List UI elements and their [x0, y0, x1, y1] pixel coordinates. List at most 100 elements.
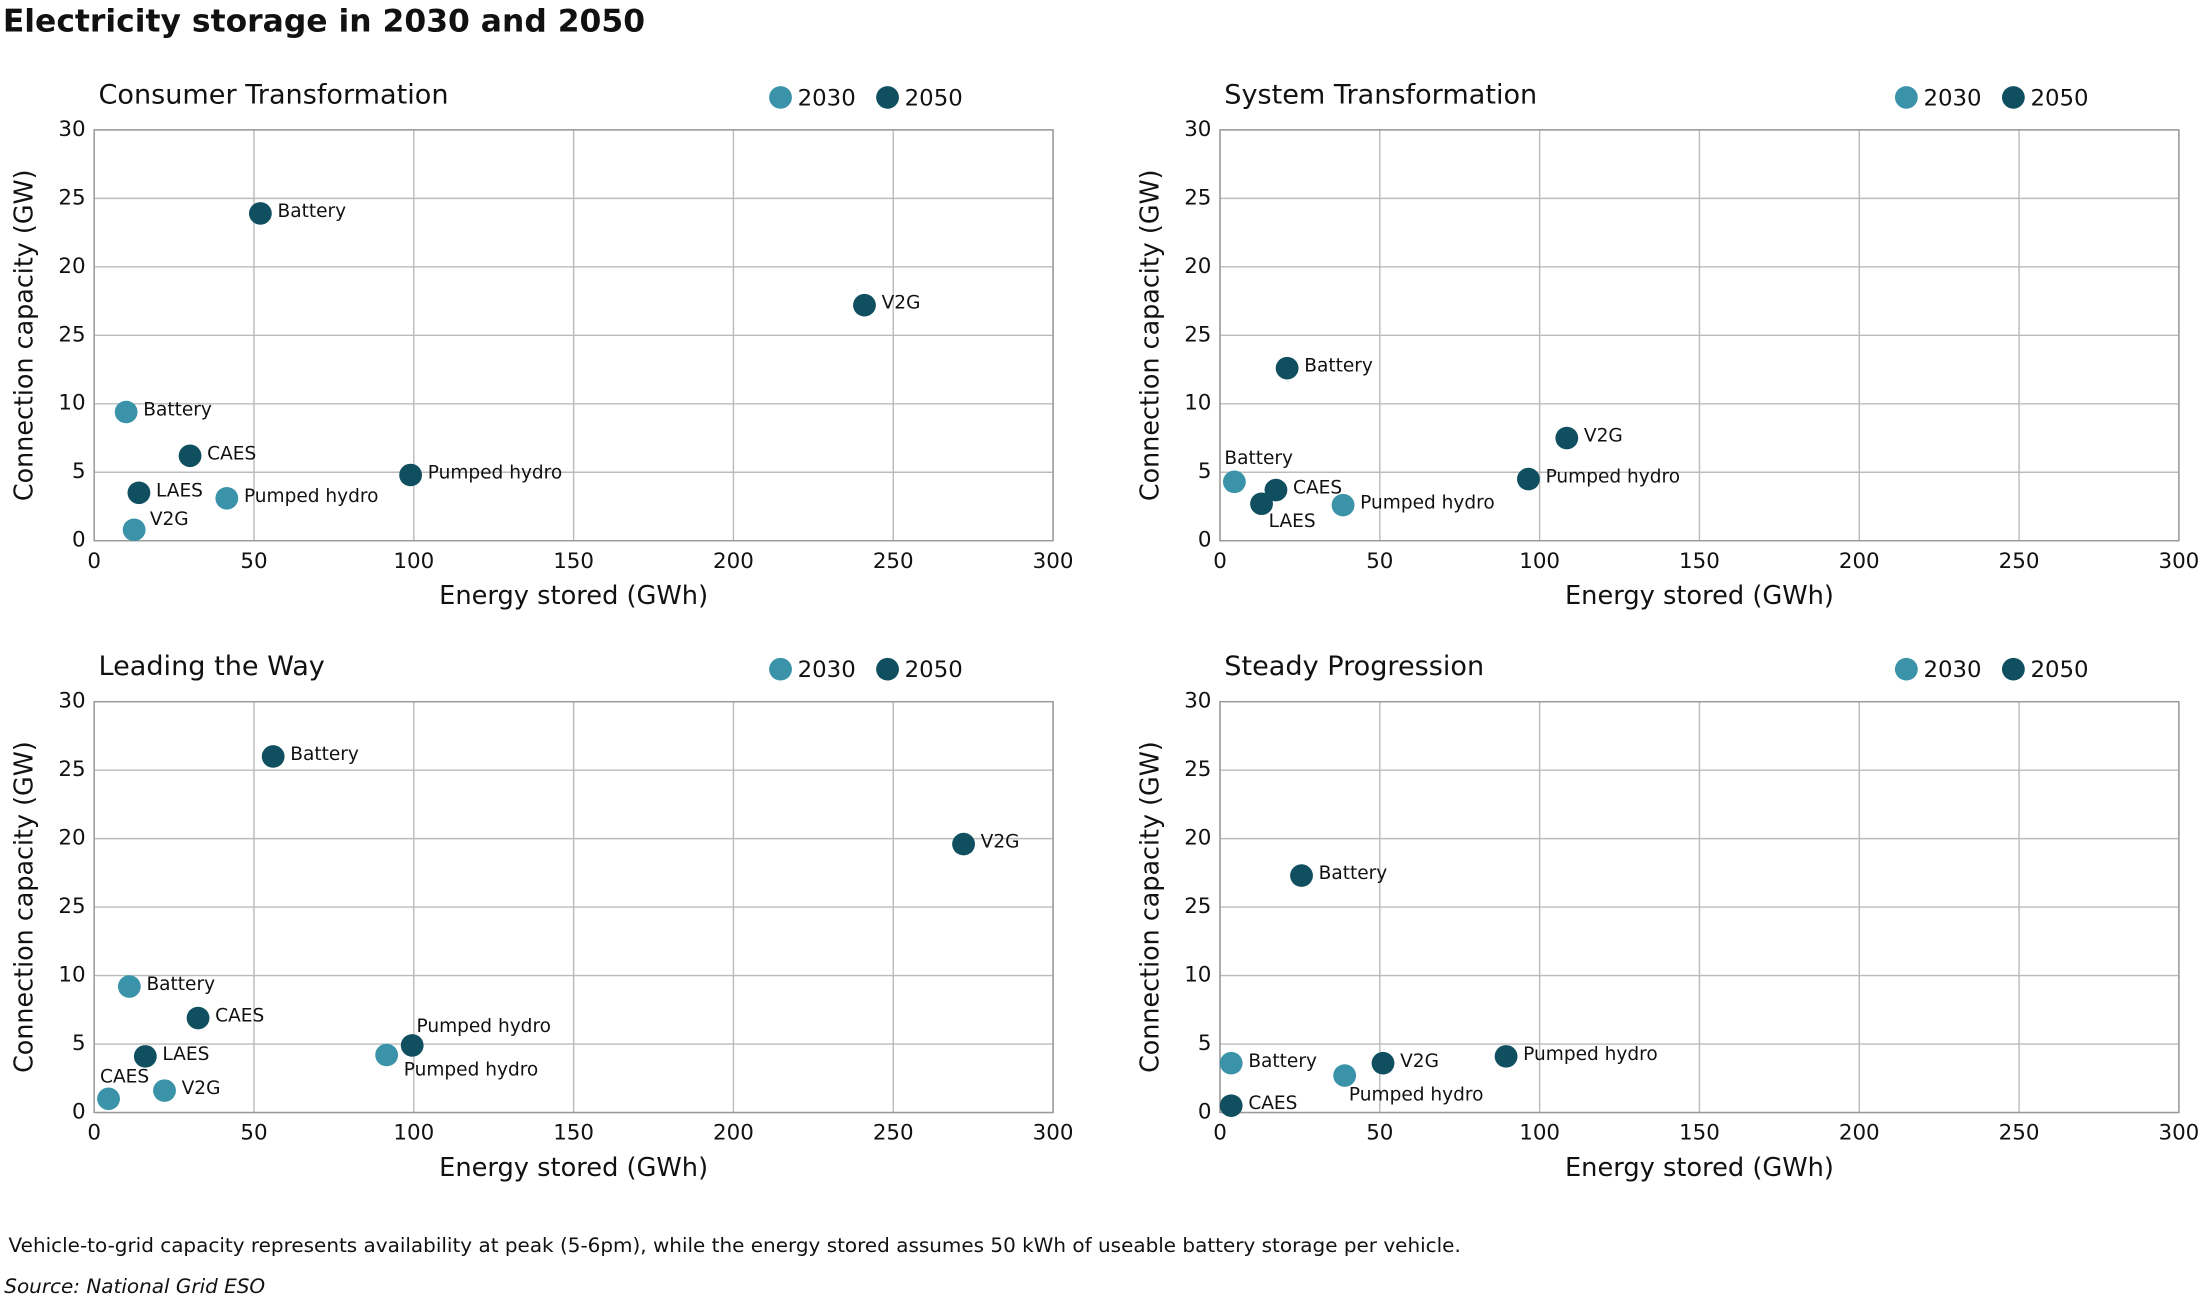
x-tick-label: 300: [2158, 549, 2199, 574]
data-point: [248, 202, 272, 225]
point-label: CAES: [1248, 1093, 1297, 1114]
x-tick-label: 250: [1999, 1121, 2040, 1146]
y-tick-label: 20: [58, 254, 85, 279]
x-tick-label: 100: [1519, 549, 1560, 574]
x-tick-label: 200: [1839, 1121, 1880, 1146]
legend-label: 2050: [2030, 657, 2088, 683]
x-tick-label: 150: [553, 1121, 594, 1146]
x-tick-label: 0: [1213, 549, 1227, 574]
point-label: V2G: [882, 293, 921, 314]
data-point: [1333, 1064, 1357, 1087]
point-label: V2G: [1400, 1051, 1439, 1072]
y-tick-label: 25: [1184, 757, 1211, 782]
point-label: Battery: [1224, 448, 1293, 469]
data-point: [952, 832, 975, 856]
data-point: [1290, 864, 1313, 887]
x-tick-label: 0: [1213, 1121, 1227, 1146]
data-point: [1555, 426, 1579, 450]
x-tick-label: 150: [1679, 1121, 1720, 1146]
data-point: [114, 400, 138, 424]
point-label: Pumped hydro: [428, 463, 563, 484]
x-tick-label: 250: [873, 1121, 914, 1146]
point-label: LAES: [156, 480, 203, 501]
point-label: Battery: [1304, 356, 1373, 377]
x-tick-label: 100: [1519, 1121, 1560, 1146]
point-label: Pumped hydro: [1360, 493, 1495, 514]
x-tick-label: 50: [240, 1121, 267, 1146]
y-tick-label: 25: [58, 185, 85, 210]
point-label: Pumped hydro: [416, 1016, 551, 1037]
data-point: [1494, 1045, 1518, 1068]
x-tick-label: 100: [393, 549, 434, 574]
legend-label: 2030: [798, 85, 856, 111]
x-tick-label: 300: [1033, 549, 1074, 574]
y-tick-label: 10: [58, 963, 85, 988]
y-tick-label: 10: [1184, 963, 1211, 988]
point-label: Pumped hydro: [1546, 467, 1681, 488]
point-label: Battery: [1248, 1051, 1317, 1072]
data-point: [1264, 478, 1288, 502]
point-label: Battery: [146, 974, 215, 995]
chart-title: Leading the Way: [98, 651, 324, 682]
x-tick-label: 300: [2158, 1121, 2199, 1146]
data-point: [127, 481, 151, 505]
footnote: Vehicle-to-grid capacity represents avai…: [9, 1234, 1461, 1257]
x-tick-label: 100: [393, 1121, 434, 1146]
data-point: [153, 1079, 176, 1102]
page-title: Electricity storage in 2030 and 2050: [3, 4, 645, 40]
plot-frame: [1219, 129, 2180, 542]
y-tick-label: 25: [58, 322, 85, 347]
x-tick-label: 0: [87, 1121, 101, 1146]
x-tick-label: 200: [713, 1121, 754, 1146]
data-point: [399, 463, 423, 487]
y-tick-label: 30: [58, 117, 85, 142]
y-tick-label: 0: [1198, 528, 1212, 553]
plot-frame: [1219, 700, 2180, 1114]
x-tick-label: 200: [1839, 549, 1880, 574]
y-tick-label: 25: [58, 757, 85, 782]
point-label: Battery: [143, 400, 212, 421]
data-point: [853, 293, 876, 317]
x-tick-label: 50: [1366, 549, 1393, 574]
x-tick-label: 250: [873, 549, 914, 574]
data-point: [1517, 467, 1540, 491]
point-label: CAES: [215, 1006, 264, 1027]
x-axis-label: Energy stored (GWh): [439, 581, 708, 611]
plot-frame: [93, 700, 1054, 1114]
y-tick-label: 30: [1184, 117, 1211, 142]
y-tick-label: 20: [1184, 254, 1211, 279]
legend-marker: [2001, 86, 2025, 109]
point-label: Pumped hydro: [244, 486, 379, 507]
y-tick-label: 30: [1184, 689, 1211, 714]
y-tick-label: 0: [72, 1100, 86, 1125]
y-tick-label: 25: [1184, 322, 1211, 347]
legend-marker: [769, 86, 792, 109]
legend-marker: [876, 657, 899, 681]
data-point: [261, 745, 285, 768]
y-tick-label: 5: [1198, 1031, 1212, 1056]
point-label: CAES: [100, 1067, 149, 1088]
y-tick-label: 0: [72, 528, 86, 553]
x-tick-label: 250: [1999, 549, 2040, 574]
point-label: CAES: [1293, 478, 1342, 499]
point-label: LAES: [1269, 511, 1316, 532]
point-label: V2G: [182, 1078, 221, 1099]
y-axis-label: Connection capacity (GW): [10, 741, 40, 1073]
point-label: V2G: [981, 832, 1020, 853]
point-label: CAES: [207, 443, 256, 464]
data-point: [1371, 1051, 1395, 1075]
legend-marker: [1894, 657, 1918, 681]
x-axis-label: Energy stored (GWh): [439, 1153, 708, 1183]
y-tick-label: 0: [1198, 1100, 1212, 1125]
point-label: Battery: [1319, 863, 1388, 884]
x-tick-label: 300: [1033, 1121, 1074, 1146]
data-point: [122, 518, 146, 542]
data-point: [1250, 492, 1273, 516]
data-point: [178, 444, 202, 468]
data-point: [1222, 470, 1246, 494]
y-tick-label: 25: [1184, 185, 1211, 210]
point-label: Battery: [290, 744, 359, 765]
x-tick-label: 150: [1679, 549, 1720, 574]
source: Source: National Grid ESO: [4, 1275, 265, 1298]
